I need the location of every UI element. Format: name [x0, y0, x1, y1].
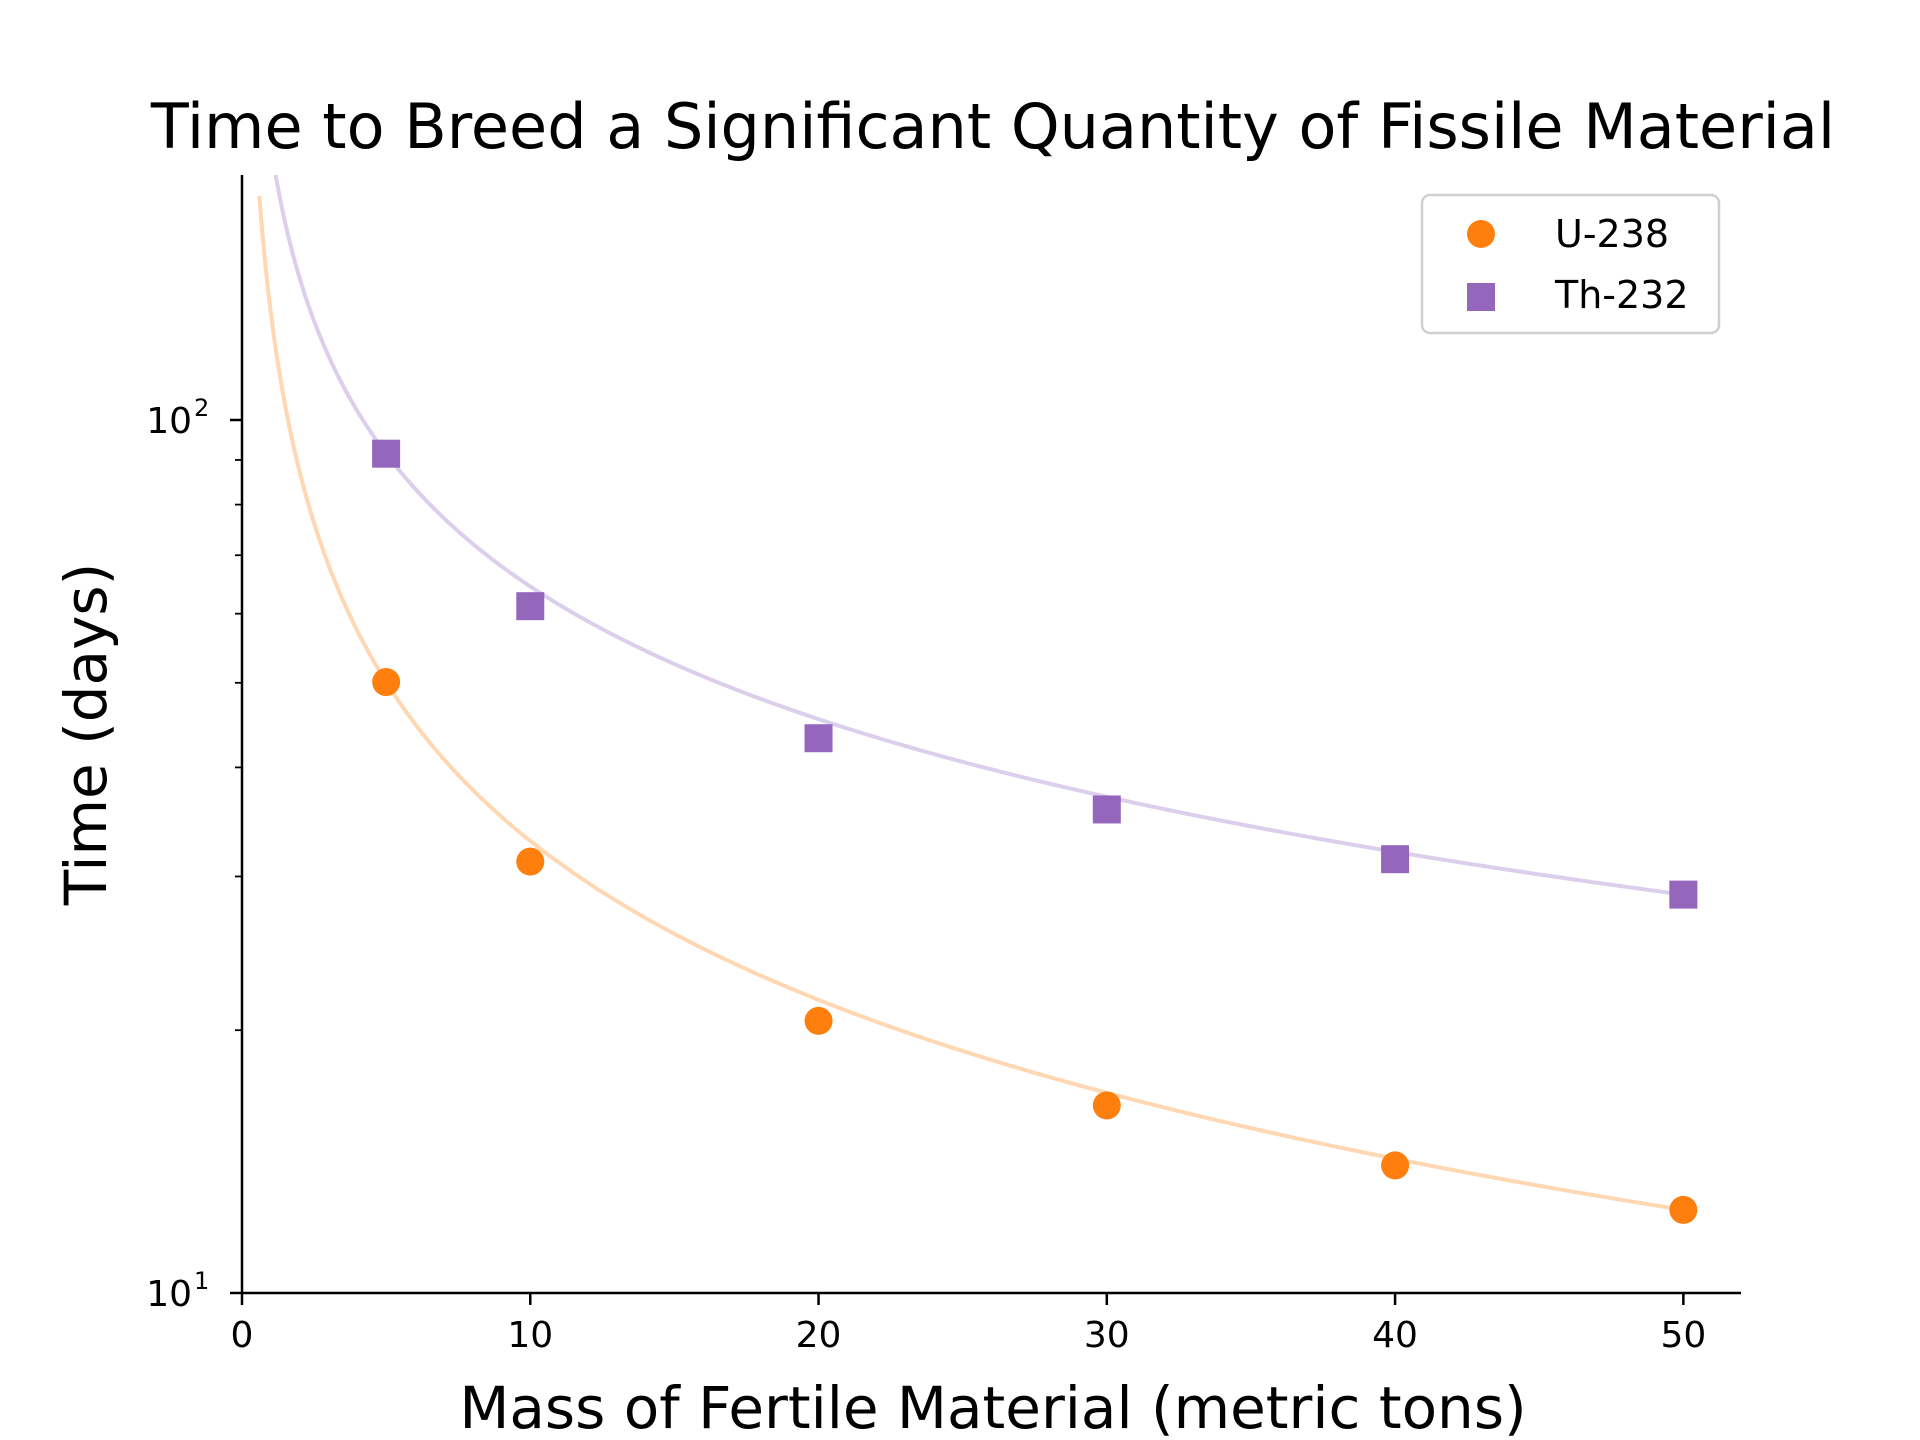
point-series1-2	[804, 724, 833, 753]
y-axis-label: Time (days)	[52, 563, 120, 907]
point-series1-4	[1381, 845, 1410, 874]
point-series1-1	[516, 592, 545, 621]
point-series0-1	[516, 847, 545, 876]
x-tick-label: 40	[1372, 1315, 1418, 1356]
legend-marker-u238	[1467, 220, 1495, 248]
fit-curves	[257, 175, 1684, 1212]
x-tick-label: 30	[1084, 1315, 1130, 1356]
point-series0-4	[1381, 1151, 1410, 1180]
chart-title: Time to Breed a Significant Quantity of …	[150, 90, 1835, 163]
y-tick-exponent: 1	[194, 1267, 209, 1295]
legend-label-u238: U-238	[1555, 212, 1669, 256]
point-series0-0	[372, 668, 401, 697]
y-tick-exponent: 2	[194, 394, 209, 422]
x-tick-label: 50	[1660, 1315, 1706, 1356]
x-tick-label: 20	[796, 1315, 842, 1356]
x-tick-label: 0	[231, 1315, 254, 1356]
legend-marker-th232	[1467, 283, 1495, 311]
data-markers	[372, 439, 1698, 1224]
fit-curve-1	[273, 175, 1684, 897]
point-series1-0	[372, 439, 401, 468]
x-tick-label: 10	[507, 1315, 553, 1356]
point-series0-2	[804, 1006, 833, 1035]
legend-label-th232: Th-232	[1554, 273, 1689, 317]
x-axis-ticks: 0 10 20 30 40 50	[231, 1293, 1706, 1356]
point-series0-3	[1092, 1091, 1121, 1120]
y-tick-label: 10	[146, 1274, 192, 1315]
y-tick-label: 10	[146, 401, 192, 442]
x-axis-label: Mass of Fertile Material (metric tons)	[459, 1374, 1526, 1440]
legend-frame	[1420, 193, 1721, 335]
legend: U-238 Th-232	[1420, 193, 1721, 335]
point-series1-3	[1092, 795, 1121, 824]
fit-curve-0	[257, 195, 1684, 1212]
point-series0-5	[1669, 1195, 1698, 1224]
point-series1-5	[1669, 880, 1698, 909]
